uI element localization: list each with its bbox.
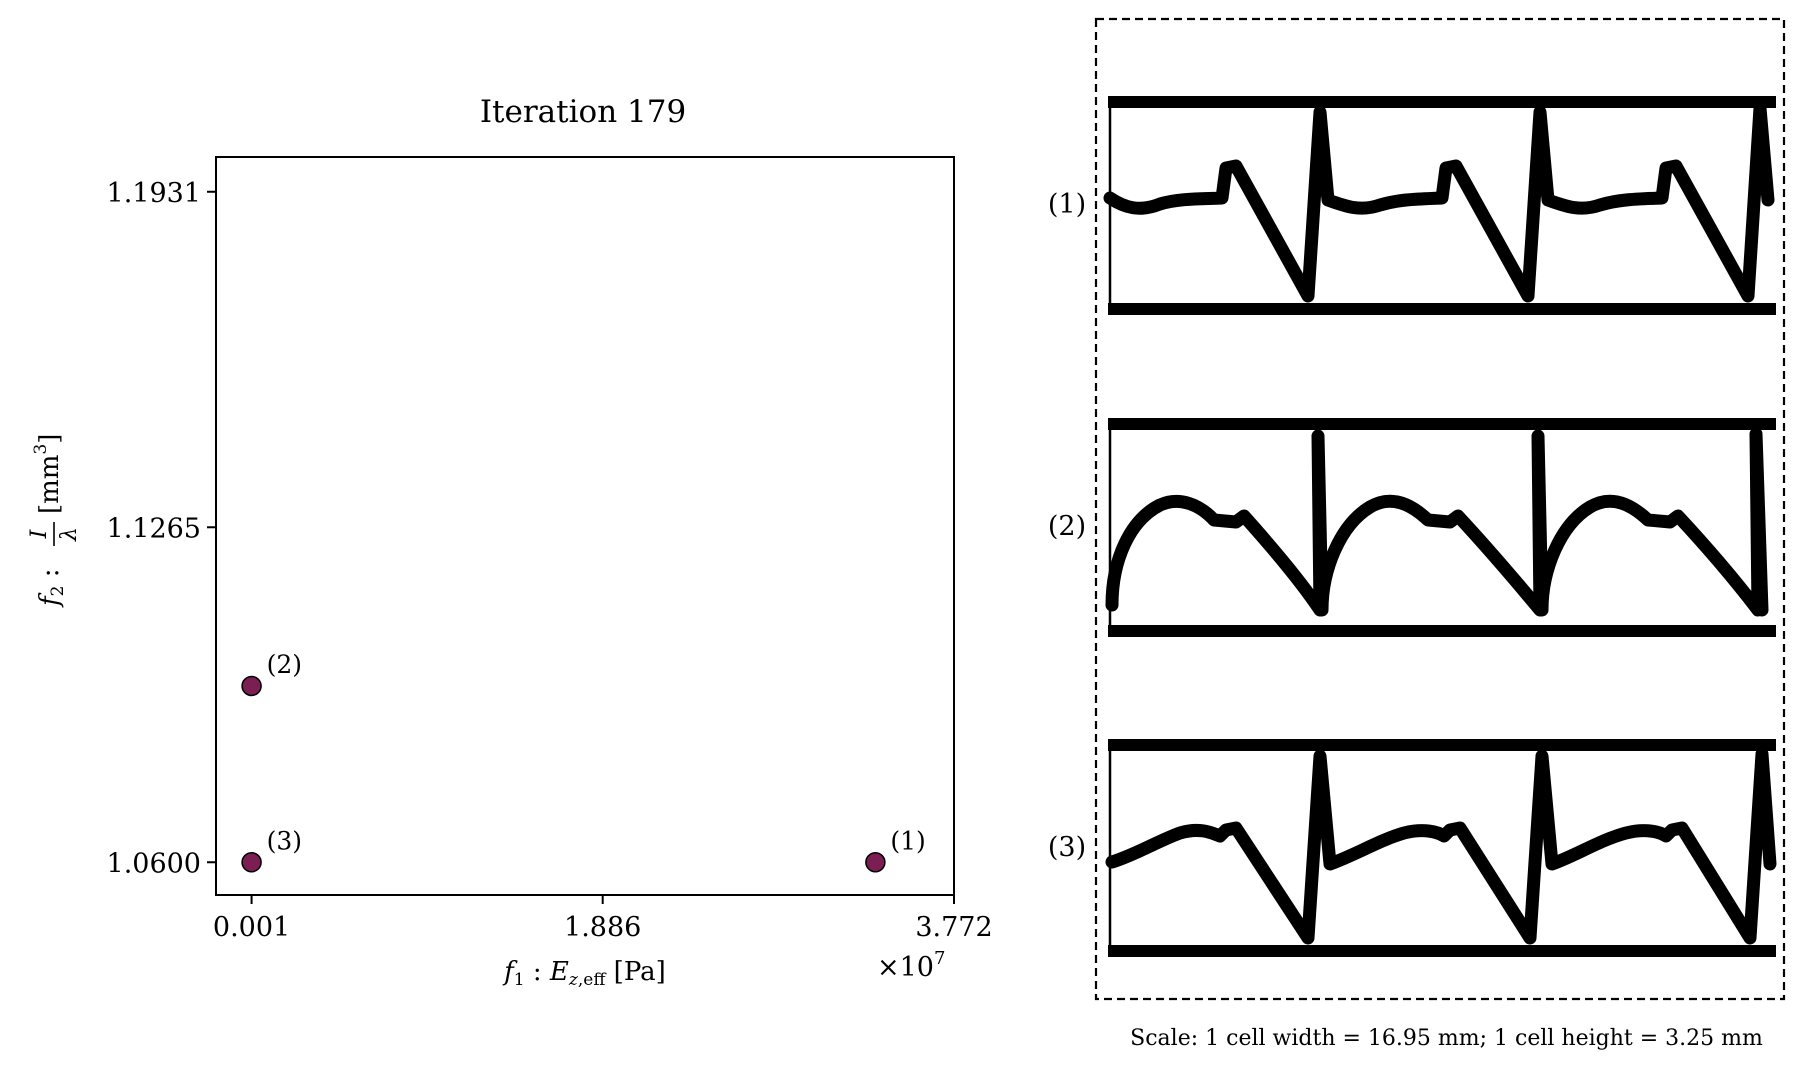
data-point	[241, 852, 262, 873]
point-label: (1)	[890, 826, 925, 855]
data-point	[241, 675, 262, 697]
svg-text:I: I	[27, 528, 52, 539]
x-tick-label: 1.886	[564, 912, 641, 943]
design-label-1: (1)	[1048, 189, 1086, 220]
x-tick-label: 3.772	[915, 912, 992, 943]
x-axis-ticks: 0.001 1.886 3.772	[213, 895, 993, 943]
y-tick-label: 1.0600	[107, 848, 201, 879]
svg-text:λ: λ	[57, 527, 82, 542]
scale-caption: Scale: 1 cell width = 16.95 mm; 1 cell h…	[1130, 1026, 1763, 1051]
design-label-3: (3)	[1048, 832, 1086, 863]
x-axis-label: f1 : Ez,eff [Pa]	[502, 957, 666, 990]
design-cell-2: (2)	[1048, 418, 1776, 637]
y-tick-label: 1.1931	[107, 178, 201, 209]
y-axis-label: f2 : I λ [mm3]	[27, 434, 82, 608]
data-points: (1) (2) (3)	[241, 650, 926, 873]
data-point	[865, 852, 886, 873]
point-label: (3)	[267, 826, 302, 855]
design-cell-1: (1)	[1048, 96, 1776, 315]
design-panel: (1) (2) (3)	[1048, 17, 1786, 1001]
scatter-chart: Iteration 179 0.001 1.886 3.772 1.0600 1.12…	[27, 94, 993, 990]
svg-text:f2 :: f2 :	[35, 569, 68, 608]
design-label-2: (2)	[1048, 511, 1086, 542]
point-label: (2)	[267, 650, 302, 679]
y-axis-ticks: 1.0600 1.1265 1.1931	[107, 178, 216, 879]
svg-text:[mm3]: [mm3]	[31, 434, 65, 514]
x-offset-label: ×107	[877, 948, 945, 983]
chart-title: Iteration 179	[480, 94, 686, 130]
design-cell-3: (3)	[1048, 739, 1777, 957]
x-tick-label: 0.001	[213, 912, 290, 943]
design-panel-frame	[1094, 17, 1786, 1001]
y-tick-label: 1.1265	[107, 513, 201, 544]
plot-frame	[215, 156, 955, 896]
